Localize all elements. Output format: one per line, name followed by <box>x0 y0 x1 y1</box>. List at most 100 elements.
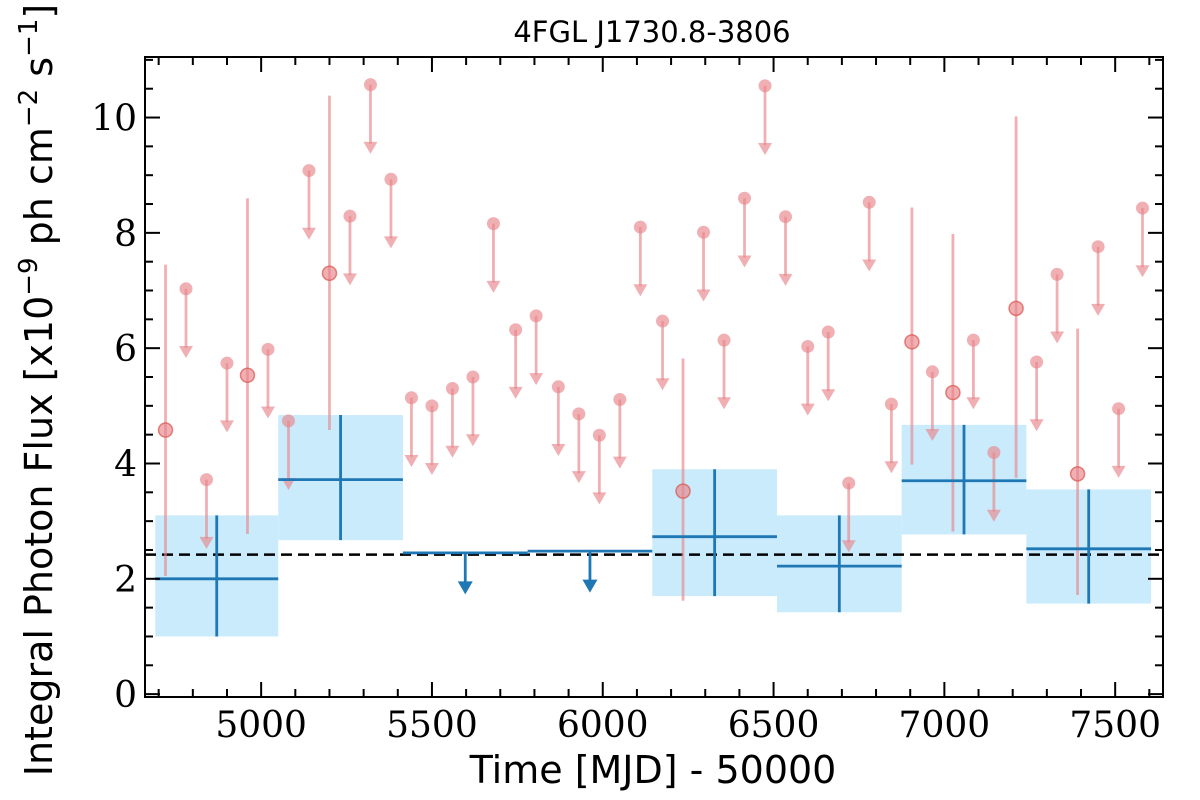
y-axis-label-post: ] <box>17 4 61 19</box>
fine-upper-limit-39 <box>966 333 981 410</box>
fine-ul-arrowhead <box>571 471 586 484</box>
fine-point-marker <box>239 367 256 384</box>
x-tick-label: 7500 <box>1069 705 1161 746</box>
fine-ul-arrowhead <box>800 403 815 416</box>
fine-ul-arrowhead <box>445 445 460 458</box>
fine-upper-limit-26 <box>696 225 711 302</box>
fine-ul-arrowhead <box>508 386 523 399</box>
coarse-ul-arrowhead <box>457 581 473 595</box>
fine-ul-arrowhead <box>529 373 544 386</box>
fine-upper-limit-29 <box>758 79 773 156</box>
fine-ul-arrowhead <box>655 378 670 391</box>
plot-axes: 5000 5500 6000 6500 7000 7500 0 2 4 6 8 10 <box>91 56 1164 746</box>
fine-point-marker <box>1069 466 1086 482</box>
y-axis-label-exp2: −2 <box>14 89 44 127</box>
fine-ul-marker <box>404 391 418 405</box>
fine-upper-limit-13 <box>424 399 439 476</box>
plot-frame <box>144 56 1164 698</box>
fine-ul-marker <box>529 309 543 323</box>
fine-upper-limit-43 <box>1050 267 1065 344</box>
fine-upper-limit-31 <box>800 339 815 416</box>
fine-ul-marker <box>821 325 835 339</box>
fine-ul-arrowhead <box>1050 331 1065 344</box>
fine-ul-marker <box>384 172 398 186</box>
fine-ul-arrowhead <box>696 289 711 302</box>
fine-ul-marker <box>199 473 213 487</box>
x-tick-label: 5500 <box>386 705 478 746</box>
fine-upper-limit-3 <box>219 356 234 433</box>
fine-ul-marker <box>466 370 480 384</box>
fine-upper-limit-9 <box>342 209 357 286</box>
fine-ul-marker <box>717 333 731 347</box>
fine-ul-marker <box>1112 402 1126 416</box>
fine-detection-8 <box>321 95 338 431</box>
y-tick-label: 6 <box>114 329 137 370</box>
fine-upper-limit-5 <box>260 342 275 419</box>
fine-ul-marker <box>486 217 500 231</box>
y-axis-label-mid2: s <box>17 57 61 89</box>
fine-detection-0 <box>157 264 174 576</box>
coarse-bin-points <box>155 415 1152 637</box>
fine-point-marker <box>1008 300 1024 317</box>
fine-ul-marker <box>656 314 670 328</box>
x-tick-label: 5000 <box>215 705 307 746</box>
fine-ul-marker <box>884 397 898 411</box>
y-tick-label: 8 <box>114 214 137 255</box>
fine-ul-marker <box>801 339 815 353</box>
fine-upper-limit-47 <box>1135 201 1150 278</box>
fine-upper-limit-45 <box>1091 240 1106 316</box>
fine-detection-4 <box>239 198 256 534</box>
fine-upper-limit-11 <box>383 172 398 249</box>
fine-detection-25 <box>675 358 691 601</box>
chart-title: 4FGL J1730.8-3806 <box>513 15 790 49</box>
coarse-detection-1 <box>278 415 403 541</box>
fine-upper-limit-34 <box>862 195 877 272</box>
y-tick-label: 10 <box>91 99 137 140</box>
fine-ul-marker <box>613 392 627 406</box>
fine-ul-arrowhead <box>1029 419 1044 432</box>
fine-ul-arrowhead <box>383 236 398 249</box>
fine-upper-limit-32 <box>821 325 836 402</box>
fine-ul-marker <box>1091 240 1105 254</box>
fine-ul-marker <box>738 191 752 205</box>
y-tick-label: 2 <box>114 560 137 601</box>
x-tick-label: 6000 <box>557 705 649 746</box>
fine-ul-arrowhead <box>612 456 627 469</box>
fine-ul-arrowhead <box>424 463 439 476</box>
fine-upper-limit-10 <box>363 78 378 154</box>
fine-point-marker <box>904 334 920 350</box>
y-tick-label: 0 <box>114 675 137 716</box>
fine-ul-arrowhead <box>178 345 193 358</box>
x-tick-label: 6500 <box>728 705 820 746</box>
fine-ul-marker <box>592 428 606 442</box>
fine-ul-marker <box>842 476 856 490</box>
fine-ul-marker <box>572 407 586 421</box>
fine-point-marker <box>675 483 691 499</box>
y-axis-label-exp3: −1 <box>14 19 44 57</box>
coarse-detection-5 <box>776 515 902 613</box>
y-axis-label-exp1: −9 <box>14 257 44 295</box>
fine-ul-arrowhead <box>592 492 607 505</box>
fine-upper-limit-19 <box>551 380 566 456</box>
fine-upper-limit-30 <box>778 210 793 286</box>
y-tick-label: 4 <box>114 444 137 485</box>
fine-ul-marker <box>987 446 1001 460</box>
fine-upper-limit-2 <box>199 473 214 549</box>
coarse-detection-6 <box>901 424 1027 535</box>
fine-point-marker <box>321 265 338 281</box>
coarse-detection-4 <box>652 469 777 597</box>
fine-ul-arrowhead <box>841 540 856 553</box>
fine-ul-marker <box>302 164 316 178</box>
fine-ul-marker <box>363 78 377 92</box>
fine-upper-limit-37 <box>925 365 940 441</box>
fine-ul-marker <box>281 414 295 428</box>
fine-ul-marker <box>1136 201 1150 215</box>
fine-ul-arrowhead <box>925 429 940 441</box>
fine-detection-36 <box>904 207 920 465</box>
fine-ul-arrowhead <box>966 397 981 410</box>
fine-ul-arrowhead <box>342 273 357 286</box>
y-axis-label-mid: ph cm <box>17 127 61 257</box>
fine-ul-marker <box>509 323 523 337</box>
fine-ul-marker <box>445 382 459 396</box>
